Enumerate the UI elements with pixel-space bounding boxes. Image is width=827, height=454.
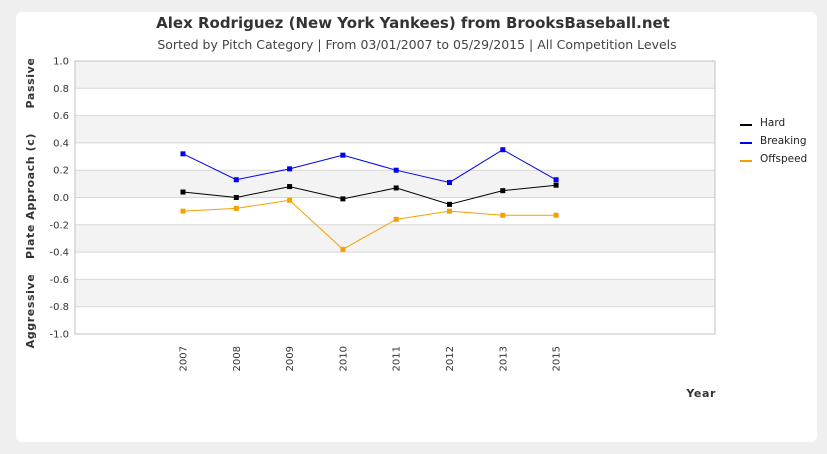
data-point bbox=[447, 208, 452, 214]
x-tick-label: 2013 bbox=[498, 346, 509, 371]
chart-subtitle: Sorted by Pitch Category | From 03/01/20… bbox=[157, 37, 676, 52]
data-point bbox=[340, 152, 346, 158]
y-tick-label: 1.0 bbox=[53, 57, 69, 68]
x-tick-labels: 2007 2008 2009 2010 2011 2012 2013 2015 bbox=[179, 346, 563, 371]
data-point bbox=[500, 212, 506, 218]
y-tick-labels: 1.0 0.8 0.6 0.4 0.2 0.0 -0.2 -0.4 -0.6 -0.8 -1.0 bbox=[49, 57, 69, 341]
x-tick-label: 2011 bbox=[392, 346, 403, 371]
x-tick-label: 2012 bbox=[445, 346, 456, 371]
data-point bbox=[553, 212, 559, 218]
y-tick-label: 0.4 bbox=[53, 138, 69, 149]
y-tick-label: -0.4 bbox=[49, 248, 69, 259]
x-tick-label: 2007 bbox=[179, 346, 190, 371]
data-point bbox=[180, 208, 186, 214]
legend-label: Breaking bbox=[760, 135, 807, 147]
legend-item-offspeed[interactable]: Offspeed bbox=[740, 153, 807, 165]
series-group bbox=[180, 147, 559, 252]
data-point bbox=[233, 205, 239, 211]
series-offspeed bbox=[180, 197, 559, 252]
data-point bbox=[393, 185, 399, 191]
x-tick-label: 2008 bbox=[232, 346, 243, 371]
data-point bbox=[233, 177, 239, 183]
data-point bbox=[180, 189, 186, 195]
y-tick-label: 0.6 bbox=[53, 111, 69, 122]
series-line bbox=[182, 149, 557, 184]
y-tick-label: -0.2 bbox=[49, 220, 69, 231]
x-tick-label: 2010 bbox=[338, 346, 349, 371]
data-point bbox=[500, 188, 506, 194]
y-tick-label: -0.8 bbox=[49, 302, 69, 313]
plot-area-border bbox=[74, 60, 716, 335]
data-point bbox=[287, 197, 293, 203]
data-point bbox=[340, 196, 346, 202]
data-point bbox=[233, 195, 239, 200]
legend-label: Offspeed bbox=[760, 153, 807, 165]
x-tick-label: 2009 bbox=[285, 346, 296, 371]
y-axis-label-aggressive: Aggressive bbox=[24, 274, 37, 349]
data-point bbox=[287, 184, 293, 190]
y-tick-label: -1.0 bbox=[49, 330, 69, 341]
series-breaking bbox=[180, 147, 559, 185]
y-tick-label: 0.2 bbox=[53, 166, 69, 177]
data-point bbox=[447, 179, 452, 185]
data-point bbox=[447, 201, 452, 207]
plot-band bbox=[75, 61, 715, 89]
data-point bbox=[180, 151, 186, 157]
plot-band bbox=[75, 115, 715, 143]
series-line bbox=[182, 184, 557, 205]
data-point bbox=[553, 182, 559, 188]
x-axis-label: Year bbox=[685, 387, 716, 400]
data-point bbox=[553, 177, 559, 183]
legend-label: Hard bbox=[760, 117, 785, 129]
plot-band bbox=[75, 279, 715, 307]
y-axis-label-passive: Passive bbox=[24, 58, 37, 109]
data-point bbox=[287, 166, 293, 172]
y-tick-label: -0.6 bbox=[49, 275, 69, 286]
data-point bbox=[393, 216, 399, 222]
data-point bbox=[340, 246, 346, 252]
y-tick-label: 0.8 bbox=[53, 84, 69, 95]
data-point bbox=[500, 147, 506, 153]
legend-item-breaking[interactable]: Breaking bbox=[740, 135, 807, 147]
x-tick-label: 2015 bbox=[552, 346, 563, 371]
plot-bands bbox=[75, 61, 715, 307]
plot-band bbox=[75, 170, 715, 198]
series-line bbox=[182, 199, 557, 250]
chart-title: Alex Rodriguez (New York Yankees) from B… bbox=[156, 14, 670, 32]
series-hard bbox=[180, 182, 559, 207]
data-point bbox=[393, 167, 399, 173]
plot-band bbox=[75, 224, 715, 253]
y-tick-label: 0.0 bbox=[53, 193, 69, 204]
legend-item-hard[interactable]: Hard bbox=[740, 117, 785, 129]
legend: Hard Breaking Offspeed bbox=[740, 117, 807, 165]
y-axis-label: Plate Approach (c) bbox=[24, 133, 37, 259]
